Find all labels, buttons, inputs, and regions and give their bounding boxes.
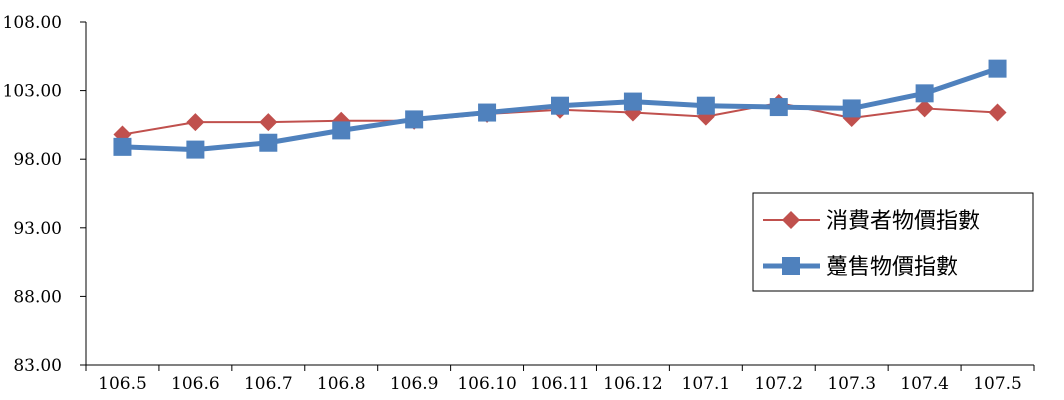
data-point-diamond: [259, 113, 278, 132]
x-tick-label: 106.8: [317, 374, 366, 394]
data-point-square: [551, 96, 569, 115]
data-point-square: [478, 103, 497, 122]
y-axis-ticks: 83.00 88.00 93.00 98.00 103.00 108.00: [3, 13, 86, 376]
x-tick-label: 106.10: [457, 374, 516, 394]
data-point-diamond: [988, 103, 1007, 122]
data-point-diamond: [915, 99, 934, 118]
data-point-square: [842, 99, 861, 118]
y-tick-label: 93.00: [13, 219, 62, 239]
data-point-square: [405, 110, 424, 129]
legend-label: 消費者物價指數: [826, 209, 980, 234]
y-tick-label: 108.00: [3, 13, 62, 33]
x-tick-label: 106.6: [171, 374, 220, 394]
x-tick-label: 107.2: [754, 374, 803, 394]
x-tick-label: 107.4: [900, 374, 949, 394]
data-point-square: [186, 140, 205, 159]
data-point-square: [623, 92, 642, 111]
data-point-square: [769, 98, 788, 117]
x-tick-label: 106.11: [530, 374, 589, 394]
x-tick-label: 107.1: [682, 374, 731, 394]
data-point-square: [696, 96, 715, 115]
axes: [85, 22, 1034, 366]
y-tick-label: 88.00: [13, 287, 62, 307]
data-point-square: [113, 137, 132, 156]
data-point-square: [332, 121, 351, 140]
legend-swatch-square: [782, 257, 800, 275]
y-tick-label: 98.00: [13, 150, 62, 170]
x-tick-label: 107.3: [827, 374, 876, 394]
x-tick-label: 106.9: [390, 374, 439, 394]
y-tick-label: 103.00: [3, 82, 62, 102]
legend-label: 躉售物價指數: [826, 255, 958, 280]
x-tick-label: 106.12: [603, 374, 662, 394]
x-tick-label: 106.7: [244, 374, 293, 394]
data-point-square: [259, 133, 278, 152]
x-axis-ticks: 106.5 106.6 106.7 106.8 106.9 106.10 106.11 106…: [85, 365, 1035, 394]
y-tick-label: 83.00: [13, 356, 62, 376]
series-layer: [113, 59, 1007, 159]
data-point-square: [988, 59, 1007, 78]
series-2: [113, 59, 1007, 159]
data-point-square: [915, 84, 934, 103]
data-point-diamond: [186, 113, 205, 132]
legend-swatch-diamond: [782, 211, 800, 229]
x-tick-label: 106.5: [98, 374, 147, 394]
x-tick-label: 107.5: [973, 374, 1022, 394]
